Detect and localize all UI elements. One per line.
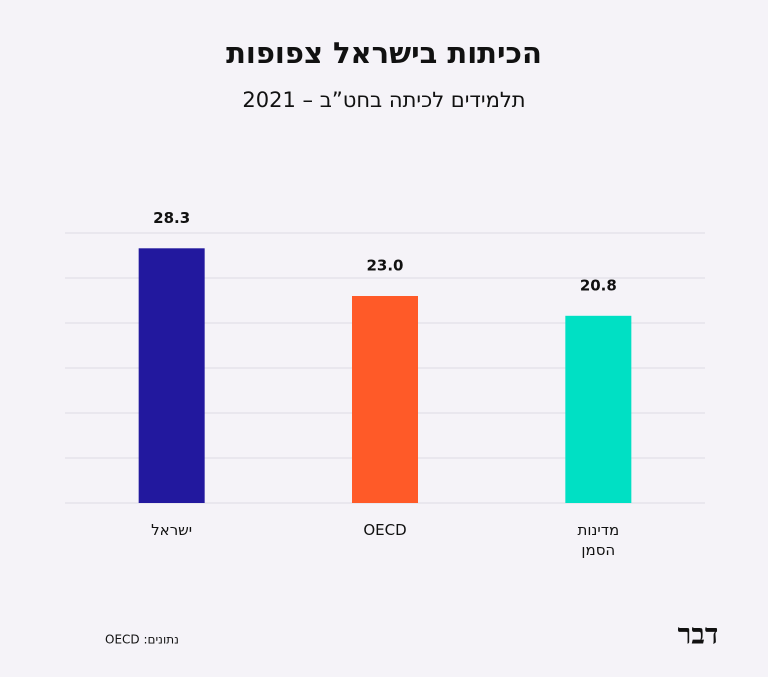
chart-title: הכיתות בישראל צפופות <box>226 36 542 70</box>
bar <box>565 315 632 503</box>
x-tick-label: ישראל <box>151 521 193 539</box>
bar <box>352 296 418 503</box>
logo: דבר <box>678 618 719 651</box>
value-label: 23.0 <box>366 257 403 275</box>
x-tick-label: OECD <box>363 521 407 539</box>
bar <box>138 248 205 503</box>
value-label: 20.8 <box>580 276 617 294</box>
source: נתונים: OECD <box>105 633 179 647</box>
value-label: 28.3 <box>153 209 190 227</box>
x-tick-label: מדינות הסמן <box>577 521 620 559</box>
chart-subtitle: תלמידים לכיתה בחט”ב – 2021 <box>242 88 525 112</box>
